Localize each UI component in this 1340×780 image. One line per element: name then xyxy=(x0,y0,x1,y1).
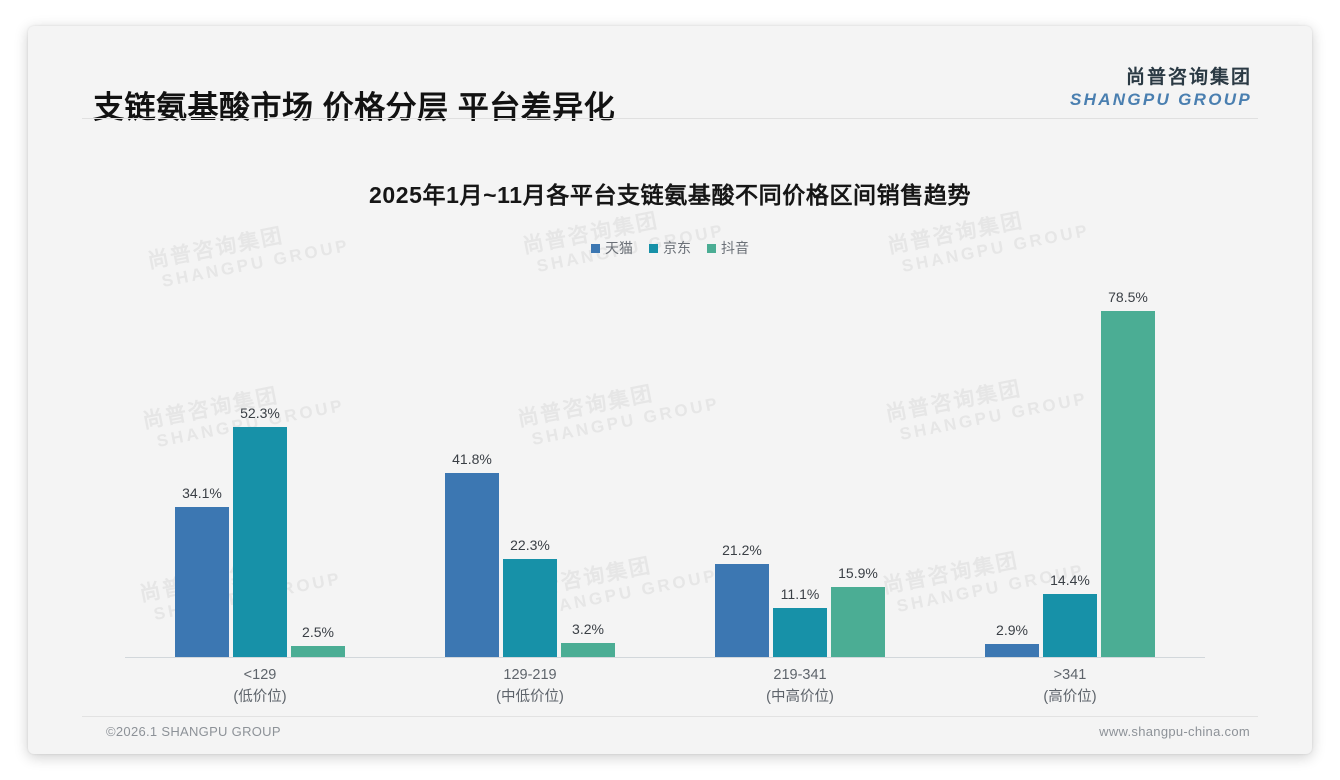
bar-value-label: 21.2% xyxy=(722,541,762,558)
x-axis-labels: <129 (低价位) 129-219 (中低价位) 219-341 (中高价位) >341 (… xyxy=(125,664,1205,720)
bar-value-label: 15.9% xyxy=(838,564,878,581)
x-axis-label-129-219: 129-219 (中低价位) xyxy=(445,664,615,709)
bar-group-219-341: 21.2% 11.1% 15.9% xyxy=(715,287,885,657)
bar-rect xyxy=(1101,311,1155,657)
x-axis-label-tier: (中高价位) xyxy=(766,689,834,706)
bar-rect xyxy=(445,472,499,657)
footer-copyright: ©2026.1 SHANGPU GROUP xyxy=(106,724,281,739)
bar-rect xyxy=(715,563,769,657)
bar-value-label: 34.1% xyxy=(182,484,222,501)
brand-logo-cn: 尚普咨询集团 xyxy=(1125,67,1252,88)
page-title: 支链氨基酸市场 价格分层 平台差异化 xyxy=(93,90,616,125)
legend-item-天猫[interactable]: 天猫 xyxy=(591,238,633,258)
legend-item-抖音[interactable]: 抖音 xyxy=(707,238,749,258)
bar-rect xyxy=(175,506,229,657)
legend-swatch-icon xyxy=(707,243,716,253)
x-axis-label-tier: (高价位) xyxy=(1043,689,1097,706)
bar-value-label: 2.9% xyxy=(996,622,1028,639)
bar-group-129-219: 41.8% 22.3% 3.2% xyxy=(445,287,615,657)
x-axis-line xyxy=(125,657,1205,658)
legend-swatch-icon xyxy=(649,243,658,253)
bar-rect xyxy=(561,642,615,657)
x-axis-label-range: 129-219 xyxy=(503,667,557,683)
bar-value-label: 3.2% xyxy=(572,620,604,637)
chart-legend: 天猫 京东 抖音 xyxy=(28,238,1312,258)
footer-divider xyxy=(82,716,1258,717)
chart-plot-area: 34.1% 52.3% 2.5% 41.8% 22.3% 3.2% 21.2% 11.1% 15… xyxy=(125,276,1205,658)
legend-item-京东[interactable]: 京东 xyxy=(649,238,691,258)
bar-rect xyxy=(1043,593,1097,657)
x-axis-label-219-341: 219-341 (中高价位) xyxy=(715,664,885,709)
bar-group-<129: 34.1% 52.3% 2.5% xyxy=(175,287,345,657)
bar-rect xyxy=(233,426,287,657)
legend-label: 抖音 xyxy=(721,240,749,256)
bar-value-label: 52.3% xyxy=(240,404,280,421)
bar-value-label: 11.1% xyxy=(780,586,820,603)
chart-title: 2025年1月~11月各平台支链氨基酸不同价格区间销售趋势 xyxy=(368,182,972,208)
x-axis-label-tier: (中低价位) xyxy=(496,689,564,706)
x-axis-label->341: >341 (高价位) xyxy=(985,664,1155,709)
bar-value-label: 78.5% xyxy=(1108,289,1148,306)
x-axis-label-range: >341 xyxy=(1053,667,1087,683)
header-divider xyxy=(82,118,1258,119)
legend-swatch-icon xyxy=(591,243,600,253)
legend-label: 京东 xyxy=(663,240,691,256)
slide-card: 尚普咨询集团 SHANGPU GROUP 尚普咨询集团 SHANGPU GROU… xyxy=(28,26,1312,754)
slide-header: 支链氨基酸市场 价格分层 平台差异化 尚普咨询集团 SHANGPU GROUP xyxy=(28,26,1312,125)
bar-value-label: 14.4% xyxy=(1050,571,1090,588)
brand-logo: 尚普咨询集团 SHANGPU GROUP xyxy=(1070,66,1252,110)
legend-label: 天猫 xyxy=(605,240,633,256)
bar-value-label: 41.8% xyxy=(452,450,492,467)
x-axis-label-range: <129 xyxy=(243,667,277,683)
x-axis-label-tier: (低价位) xyxy=(233,689,287,706)
brand-logo-en: SHANGPU GROUP xyxy=(1070,89,1252,109)
bar-rect xyxy=(985,644,1039,657)
footer-website: www.shangpu-china.com xyxy=(1099,724,1250,739)
bar-rect xyxy=(503,558,557,657)
x-axis-label-range: 219-341 xyxy=(773,667,827,683)
bar-rect xyxy=(773,608,827,657)
bar-value-label: 2.5% xyxy=(302,624,334,640)
bar-rect xyxy=(291,646,345,657)
x-axis-label-<129: <129 (低价位) xyxy=(175,664,345,709)
bar-group->341: 2.9% 14.4% 78.5% xyxy=(985,287,1155,657)
bar-rect xyxy=(831,586,885,657)
bar-value-label: 22.3% xyxy=(510,536,550,553)
